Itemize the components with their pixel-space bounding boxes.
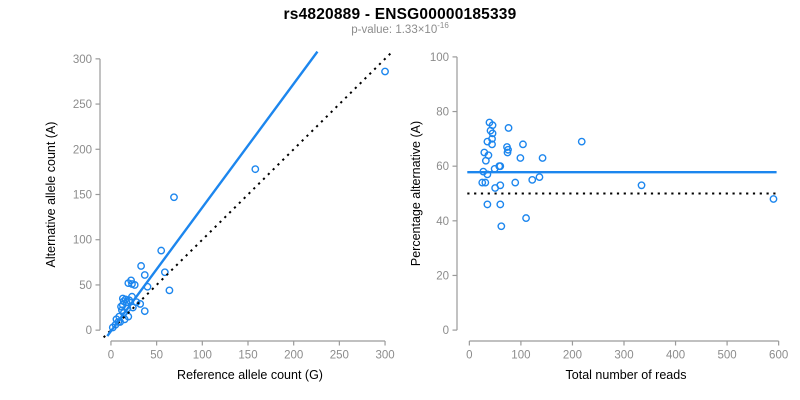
data-point — [483, 200, 492, 209]
data-point — [140, 307, 149, 316]
figure-subtitle: p-value: 1.33×10-16 — [0, 21, 800, 36]
data-point — [140, 271, 149, 279]
x-axis-title: Reference allele count (G) — [177, 368, 323, 382]
figure-title: rs4820889 - ENSG00000185339 — [283, 6, 517, 23]
data-point — [769, 195, 778, 203]
data-point — [519, 140, 527, 149]
data-point — [535, 173, 544, 182]
x-tick-label: 400 — [666, 350, 685, 362]
data-point — [108, 323, 117, 332]
data-point — [516, 154, 525, 162]
data-point — [136, 300, 145, 308]
data-point — [538, 154, 547, 162]
scatter-panel-right: 0 100 200 300 400 500 600 0 20 40 60 80 100 Total num… — [409, 52, 788, 382]
data-point — [488, 140, 496, 149]
x-tick-label: 500 — [718, 350, 737, 362]
y-tick-label: 100 — [73, 235, 92, 247]
data-point — [511, 178, 520, 187]
data-point — [478, 178, 487, 187]
data-point — [481, 178, 490, 187]
y-tick-label: 0 — [443, 325, 449, 337]
data-point — [170, 193, 178, 202]
identity-line — [102, 52, 392, 339]
x-tick-label: 50 — [150, 350, 163, 362]
scatter-panel-left: 0 50 100 150 200 250 300 0 50 100 150 200 250 300 Refe… — [44, 50, 395, 382]
y-tick-label: 150 — [73, 190, 92, 202]
data-point — [522, 214, 530, 222]
data-point — [491, 184, 500, 192]
x-tick-label: 250 — [330, 350, 349, 362]
y-tick-label: 60 — [436, 161, 449, 173]
data-point — [503, 148, 512, 157]
x-tick-label: 300 — [375, 350, 394, 362]
y-tick-label: 250 — [73, 99, 92, 111]
data-point — [488, 129, 497, 138]
y-tick-label: 40 — [436, 216, 449, 228]
x-tick-label: 300 — [614, 350, 633, 362]
x-tick-label: 200 — [563, 350, 582, 362]
y-tick-label: 80 — [436, 107, 449, 119]
pvalue-exponent: -16 — [437, 21, 449, 31]
x-tick-label: 200 — [284, 350, 303, 362]
y-axis-title: Alternative allele count (A) — [44, 122, 58, 268]
y-axis-title: Percentage alternative (A) — [409, 121, 423, 266]
y-tick-label: 100 — [430, 52, 449, 64]
data-point — [137, 262, 146, 270]
data-point — [165, 286, 174, 295]
pvalue-text: p-value: 1.33×10 — [351, 24, 438, 36]
x-tick-label: 0 — [466, 350, 472, 362]
data-point — [157, 246, 166, 255]
data-point — [504, 124, 513, 132]
y-tick-label: 0 — [86, 325, 92, 337]
regression-line — [106, 50, 319, 337]
x-tick-label: 100 — [193, 350, 212, 362]
y-tick-label: 20 — [436, 270, 449, 282]
data-point — [160, 268, 169, 277]
data-point — [637, 181, 646, 190]
data-point — [130, 281, 139, 289]
data-point — [528, 175, 537, 184]
x-axis-title: Total number of reads — [566, 368, 687, 382]
y-tick-label: 300 — [73, 54, 92, 66]
data-point — [496, 200, 505, 209]
data-point — [381, 67, 389, 76]
data-point — [497, 222, 506, 231]
x-tick-label: 0 — [108, 350, 114, 362]
x-tick-label: 100 — [511, 350, 530, 362]
y-tick-label: 50 — [79, 280, 92, 292]
data-point — [481, 156, 490, 165]
y-tick-label: 200 — [73, 144, 92, 156]
x-tick-label: 150 — [238, 350, 257, 362]
x-tick-label: 600 — [769, 350, 788, 362]
data-point — [577, 137, 586, 146]
data-point — [251, 165, 260, 174]
